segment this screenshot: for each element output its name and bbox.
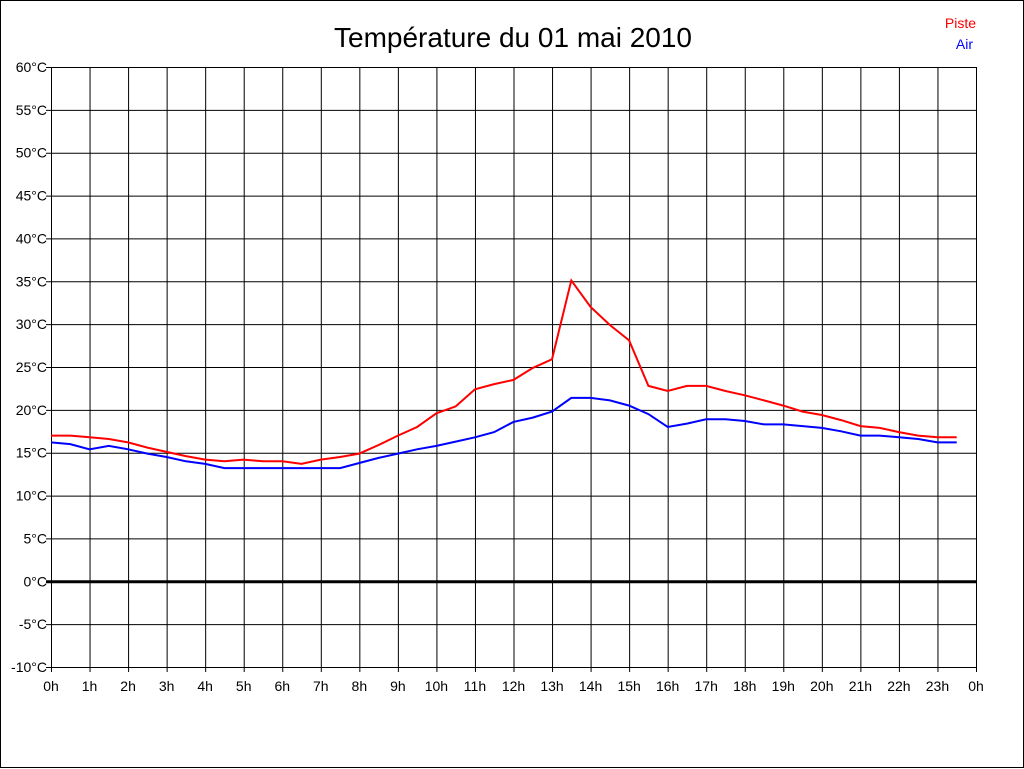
x-tick-label: 10h — [425, 678, 448, 694]
x-tick-label: 0h — [43, 678, 59, 694]
y-tick-label: 25°C — [16, 359, 47, 375]
chart-title: Température du 01 mai 2010 — [334, 22, 692, 53]
legend-piste: Piste — [945, 15, 976, 31]
x-tick-label: 11h — [464, 678, 486, 694]
x-tick-label: 14h — [579, 678, 602, 694]
x-tick-label: 16h — [656, 678, 679, 694]
x-tick-label: 15h — [617, 678, 640, 694]
y-tick-label: 0°C — [24, 573, 48, 589]
series-line-air — [50, 396, 957, 470]
y-tick-label: 55°C — [16, 102, 47, 118]
x-tick-label: 13h — [540, 678, 563, 694]
y-tick-label: -5°C — [19, 616, 47, 632]
x-tick-label: 9h — [390, 678, 406, 694]
y-tick-label: 10°C — [16, 488, 47, 504]
series-line-piste — [51, 278, 957, 465]
x-tick-label: 19h — [772, 678, 795, 694]
y-tick-label: 15°C — [16, 445, 47, 461]
y-tick-label: -10°C — [11, 659, 47, 675]
y-tick-label: 30°C — [16, 316, 47, 332]
x-tick-label: 8h — [352, 678, 368, 694]
x-tick-label: 2h — [120, 678, 136, 694]
y-tick-label: 20°C — [16, 402, 47, 418]
x-tick-label: 6h — [274, 678, 290, 694]
y-tick-label: 5°C — [24, 530, 48, 546]
x-tick-label: 12h — [502, 678, 525, 694]
x-tick-label: 3h — [159, 678, 175, 694]
x-tick-label: 0h — [968, 678, 984, 694]
x-tick-label: 1h — [82, 678, 98, 694]
x-tick-label: 17h — [695, 678, 718, 694]
x-tick-label: 21h — [849, 678, 872, 694]
y-tick-label: 40°C — [16, 230, 47, 246]
x-tick-label: 5h — [236, 678, 252, 694]
x-tick-label: 20h — [810, 678, 833, 694]
y-tick-label: 60°C — [16, 59, 47, 75]
y-tick-label: 50°C — [16, 145, 47, 161]
y-tick-label: 45°C — [16, 188, 47, 204]
x-tick-label: 23h — [926, 678, 949, 694]
x-tick-label: 7h — [313, 678, 329, 694]
legend-air: Air — [956, 36, 973, 52]
x-tick-label: 4h — [197, 678, 213, 694]
x-tick-label: 22h — [887, 678, 910, 694]
x-tick-label: 18h — [733, 678, 756, 694]
y-tick-label: 35°C — [16, 273, 47, 289]
